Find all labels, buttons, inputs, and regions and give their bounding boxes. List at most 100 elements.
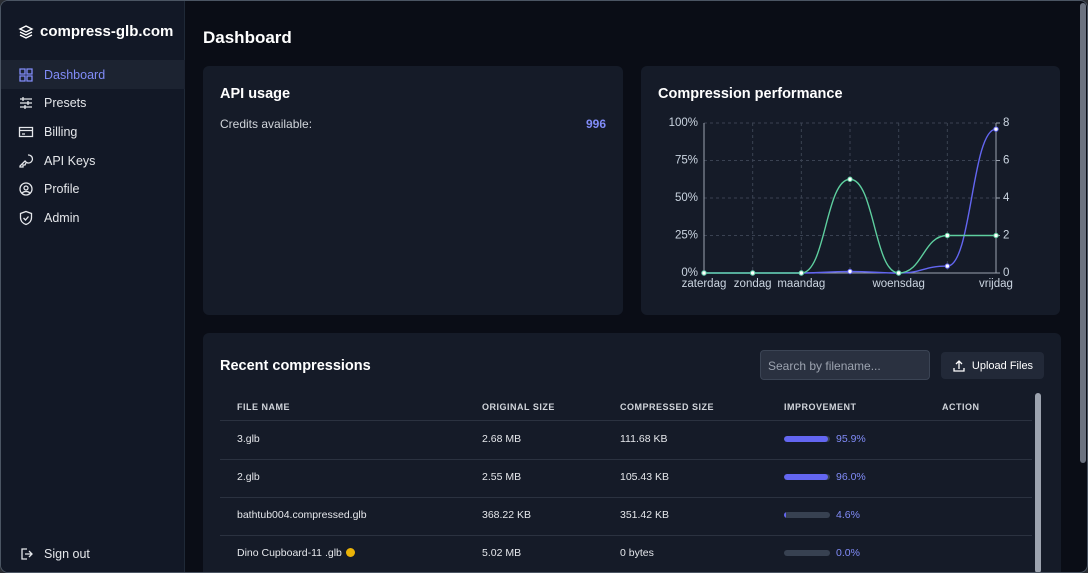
point [847, 268, 853, 275]
pending-icon [345, 548, 355, 557]
upload-button[interactable]: Upload Files [941, 352, 1044, 379]
progress-bar [784, 436, 829, 442]
table: FILE NAME ORIGINAL SIZE COMPRESSED SIZE IMP… [220, 393, 1032, 572]
progress-track [784, 512, 830, 518]
credits-value: 996 [585, 117, 606, 131]
nav-text: Dashboard [44, 67, 106, 82]
file-name: 3.glb [237, 433, 260, 445]
x-tick-label: vrijdag [979, 278, 1013, 290]
nav-text: Presets [44, 96, 87, 111]
nav-icon [18, 126, 34, 138]
original-size: 2.68 MB [482, 433, 522, 445]
row-divider [220, 497, 1032, 498]
page-title: Dashboard [203, 28, 292, 47]
nav-item[interactable]: Profile [1, 175, 185, 204]
compressed-size: 0 bytes [620, 547, 654, 559]
nav-item[interactable]: Admin [1, 204, 185, 233]
compressed-size: 105.43 KB [620, 471, 670, 483]
point [944, 263, 951, 269]
point [895, 270, 902, 276]
y2-tick-label: 2 [1003, 230, 1009, 242]
improvement: 4.6% [836, 509, 860, 521]
nav-item[interactable]: Billing [1, 117, 185, 146]
x-tick-label: zaterdag [682, 278, 727, 290]
row-divider [220, 459, 1032, 460]
progress-track [784, 474, 830, 480]
sidebar: compress-glb.com Dashboard Presets Billing… [1, 1, 185, 572]
y2-tick-label: 4 [1003, 192, 1010, 204]
chart-title: Compression performance [658, 86, 843, 102]
credits-label: Credits available: [220, 117, 313, 131]
y2-tick-label: 0 [1003, 267, 1009, 279]
nav-text: API Keys [44, 153, 96, 168]
improvement: 0.0% [836, 547, 860, 559]
nav-icon [19, 153, 34, 168]
compressed-size: 111.68 KB [620, 433, 668, 445]
point [993, 126, 999, 132]
original-size: 368.22 KB [482, 509, 532, 521]
nav-text: Profile [44, 182, 80, 197]
point [847, 176, 853, 182]
icon-path [19, 210, 33, 226]
card-title: API usage [220, 86, 291, 102]
x-tick-label: woensdag [871, 278, 924, 290]
table-scrollbar[interactable] [1035, 393, 1041, 572]
chart-card: Compression performance 0% 25% 50% 75% 100% 0… [641, 66, 1060, 315]
icon-path [19, 67, 33, 82]
y-tick-label: 50% [675, 192, 698, 204]
y-tick-label: 25% [675, 230, 698, 242]
x-tick-label: maandag [777, 278, 825, 290]
point [993, 232, 999, 239]
icon-path [18, 126, 34, 138]
icon-path [20, 97, 32, 110]
point [798, 270, 805, 276]
search-input[interactable]: Search by filename... [760, 350, 930, 380]
file-name: Dino Cupboard-11 .glb [237, 547, 355, 559]
original-size: 5.02 MB [482, 547, 522, 559]
row-divider [220, 420, 1032, 421]
file-name: bathtub004.compressed.glb [237, 509, 367, 521]
nav-icon [20, 97, 32, 110]
recent-title: Recent compressions [220, 358, 371, 374]
point [944, 232, 951, 239]
point [701, 270, 707, 276]
nav-text: Admin [44, 211, 80, 225]
progress-track [784, 550, 830, 556]
page-scrollbar[interactable] [1080, 3, 1086, 463]
nav-item[interactable]: Dashboard [1, 60, 185, 89]
column-header: COMPRESSED SIZE [620, 402, 715, 412]
brand-text: compress-glb.com [40, 23, 174, 40]
improvement: 96.0% [836, 471, 866, 483]
scroll-thumb[interactable] [1035, 393, 1041, 572]
upload-icon [953, 359, 965, 372]
upload-text: Upload Files [971, 359, 1034, 372]
y2-tick-label: 6 [1003, 155, 1009, 167]
nav-text: Billing [44, 124, 78, 139]
progress-track [784, 436, 830, 442]
y-tick-label: 100% [669, 117, 698, 129]
column-header: FILE NAME [237, 402, 290, 412]
file-name: 2.glb [237, 471, 260, 483]
compressed-size: 351.42 KB [620, 509, 670, 521]
point [749, 270, 756, 276]
progress-bar [784, 474, 829, 480]
nav-item[interactable]: Presets [1, 89, 185, 118]
icon-path [19, 153, 34, 168]
y-tick-label: 75% [675, 155, 698, 167]
sign-out[interactable]: Sign out [1, 539, 185, 568]
column-header: IMPROVEMENT [784, 402, 857, 412]
y-tick-label: 0% [681, 267, 698, 279]
nav-icon [19, 67, 33, 82]
recent-card: Recent compressions Search by filename..… [203, 333, 1061, 572]
brand[interactable]: compress-glb.com [18, 23, 173, 40]
y2-tick-label: 8 [1003, 117, 1009, 129]
sign-out-icon [21, 547, 33, 560]
nav-icon [19, 210, 33, 226]
improvement: 95.9% [836, 433, 866, 445]
original-size: 2.55 MB [482, 471, 522, 483]
progress-bar [784, 512, 787, 518]
icon-path [19, 182, 33, 196]
nav-item[interactable]: API Keys [1, 146, 185, 175]
